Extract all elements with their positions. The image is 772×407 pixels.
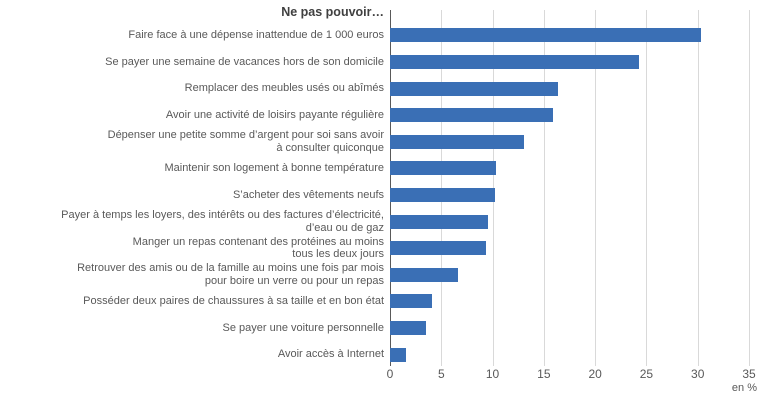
bar-track [390, 187, 749, 202]
category-label: Manger un repas contenant des protéines … [132, 235, 384, 261]
category-label: Se payer une voiture personnelle [222, 321, 384, 334]
category-label: Avoir une activité de loisirs payante ré… [165, 108, 384, 121]
bar [390, 81, 559, 96]
bar [390, 294, 433, 309]
category-label: Faire face à une dépense inattendue de 1… [128, 29, 384, 42]
bar-track [390, 161, 749, 176]
x-tick-label: 30 [691, 367, 705, 381]
bar-track [390, 134, 749, 149]
bar-row: Se payer une voiture personnelle [0, 315, 772, 342]
bar [390, 241, 487, 256]
bar [390, 347, 407, 362]
gridline [595, 10, 597, 366]
gridline [697, 10, 699, 366]
x-axis: 0 5 10 15 20 25 30 35 [386, 367, 756, 381]
x-tick-label: 5 [437, 367, 445, 381]
category-label: Remplacer des meubles usés ou abîmés [184, 82, 384, 95]
bar-track [390, 267, 749, 282]
bar [390, 161, 496, 176]
bar-track [390, 108, 749, 123]
bar-track [390, 294, 749, 309]
category-label: Avoir accès à Internet [277, 348, 384, 361]
x-tick-label: 25 [639, 367, 654, 381]
category-label: Payer à temps les loyers, des intérêts o… [61, 209, 384, 234]
x-tick-label: 15 [537, 367, 551, 381]
gridline [543, 10, 545, 366]
bar [390, 134, 525, 149]
x-tick-label: 35 [742, 367, 756, 381]
bar-row: Se payer une semaine de vacances hors de… [0, 49, 772, 76]
bar-row: Posséder deux paires de chaussures à sa … [0, 288, 772, 315]
bar-track [390, 241, 749, 256]
bar-track [390, 81, 749, 96]
chart-title: Ne pas pouvoir… [281, 5, 384, 19]
bar [390, 54, 640, 69]
axis-unit-label: en % [731, 382, 757, 394]
bar-row: Dépenser une petite somme d’argent pour … [0, 128, 772, 155]
bar [390, 214, 489, 229]
category-label: S’acheter des vêtements neufs [232, 188, 384, 201]
bar-row: Payer à temps les loyers, des intérêts o… [0, 208, 772, 235]
category-label: Dépenser une petite somme d’argent pour … [107, 129, 384, 154]
bar-row: S’acheter des vêtements neufs [0, 182, 772, 209]
category-label: Se payer une semaine de vacances hors de… [105, 55, 384, 68]
bar-row: Avoir une activité de loisirs payante ré… [0, 102, 772, 129]
category-label: Retrouver des amis ou de la famille au m… [77, 262, 384, 287]
bar-row: Faire face à une dépense inattendue de 1… [0, 22, 772, 49]
category-label: Posséder deux paires de chaussures à sa … [83, 295, 384, 308]
bar-row: Avoir accès à Internet [0, 341, 772, 368]
x-tick-label: 0 [386, 367, 394, 381]
bar-row: Remplacer des meubles usés ou abîmés [0, 75, 772, 102]
x-tick-label: 20 [588, 367, 602, 381]
bar-track [390, 347, 749, 362]
bar-track [390, 28, 749, 43]
x-tick-label: 10 [485, 367, 500, 381]
bar [390, 267, 458, 282]
bar-row: Retrouver des amis ou de la famille au m… [0, 261, 772, 288]
bar [390, 187, 495, 202]
bar-track [390, 214, 749, 229]
bar-track [390, 54, 749, 69]
bar [390, 108, 554, 123]
bar-rows: Faire face à une dépense inattendue de 1… [0, 22, 772, 368]
bar [390, 28, 701, 43]
bar-row: Maintenir son logement à bonne températu… [0, 155, 772, 182]
bar [390, 321, 426, 335]
gridline [749, 10, 750, 366]
category-label: Maintenir son logement à bonne températu… [164, 162, 384, 175]
bar-track [390, 321, 749, 335]
bar-row: Manger un repas contenant des protéines … [0, 235, 772, 262]
gridline [646, 10, 648, 366]
